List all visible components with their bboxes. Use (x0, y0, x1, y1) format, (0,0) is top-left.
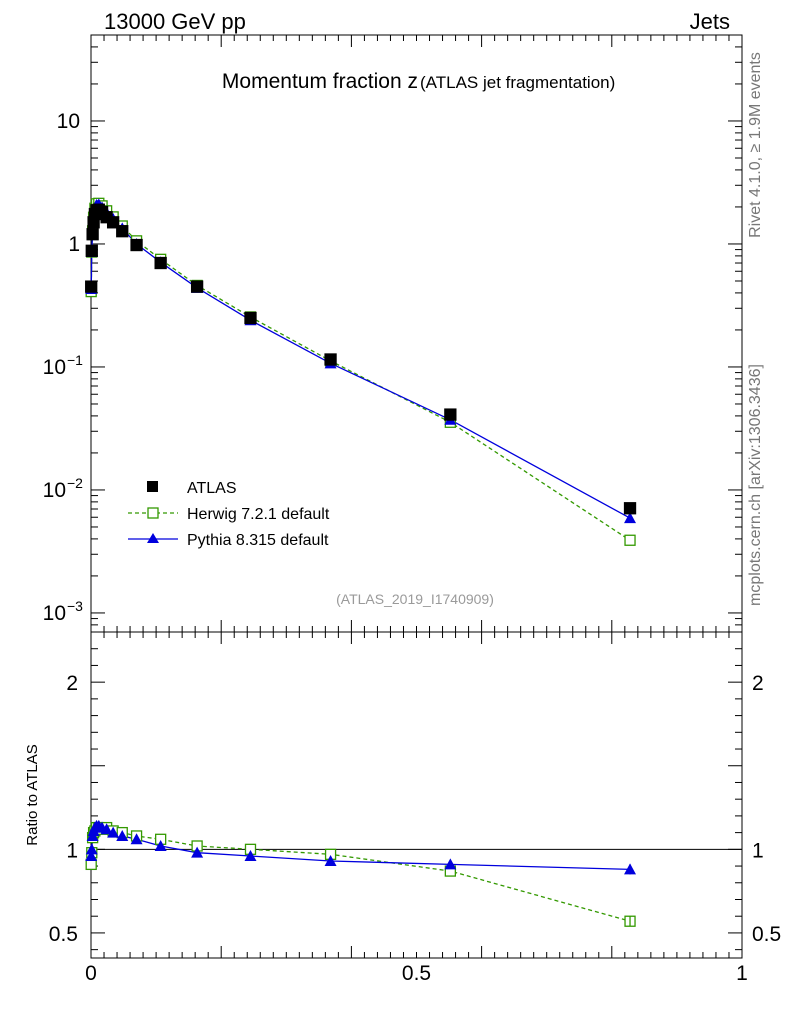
pythia-ratio-point (100, 823, 113, 835)
ratio-y-tick-label: 0.5 (49, 923, 78, 946)
y-tick-label: 10 (43, 356, 66, 379)
energy-label: 13000 GeV pp (104, 9, 246, 34)
pythia-ratio-point (85, 843, 98, 855)
x-tick-label: 1 (736, 962, 748, 985)
atlas-point (244, 311, 257, 325)
herwig-point (624, 534, 636, 546)
mcplots-label: mcplots.cern.ch [arXiv:1306.3436] (747, 364, 764, 606)
ratio-panel-frame (90, 631, 743, 959)
pythia-ratio-point (107, 826, 120, 838)
pythia-ratio-point (191, 846, 204, 858)
pythia-ratio-point (130, 833, 143, 845)
herwig-line (90, 202, 631, 541)
axis-ticks (90, 34, 743, 958)
ratio-y-tick-label: 2 (66, 672, 78, 695)
atlas-point (444, 408, 457, 421)
y-tick-label: 10 (43, 479, 66, 502)
y-tick-label: 10 (43, 602, 66, 625)
atlas-point (130, 238, 143, 252)
legend: ATLAS Herwig 7.2.1 default Pythia 8.315 … (128, 480, 330, 549)
legend-label-pythia: Pythia 8.315 default (187, 532, 329, 549)
y-tick-label-exponent: −3 (67, 598, 83, 614)
atlas-point (154, 256, 167, 270)
legend-marker-pythia (147, 533, 159, 543)
pythia-ratio-point (85, 850, 98, 862)
rivet-version-label: Rivet 4.1.0, ≥ 1.9M events (747, 52, 764, 238)
pythia-ratio-line (90, 825, 631, 871)
ratio-ylabel: Ratio to ATLAS (24, 744, 41, 845)
y-tick-label: 1 (68, 233, 80, 256)
analysis-label: (ATLAS_2019_I1740909) (336, 591, 494, 607)
ratio-y-tick-label-right: 2 (752, 672, 764, 695)
legend-marker-herwig (147, 507, 159, 519)
atlas-point (85, 244, 98, 257)
x-tick-label: 0 (85, 962, 97, 985)
pythia-line (90, 203, 631, 519)
atlas-point (623, 502, 637, 515)
chart-title: Momentum fraction z (222, 70, 418, 93)
atlas-point (324, 353, 337, 366)
legend-label-atlas: ATLAS (187, 480, 237, 497)
pythia-ratio-point (116, 829, 129, 841)
atlas-point (86, 228, 99, 241)
pythia-ratio-point (244, 850, 257, 862)
legend-label-herwig: Herwig 7.2.1 default (187, 506, 330, 523)
ratio-y-tick-label-right: 1 (752, 839, 764, 862)
pythia-point (624, 512, 637, 524)
pythia-ratio-point (444, 858, 457, 870)
pythia-ratio-point (154, 839, 167, 851)
chart-title-suffix: (ATLAS jet fragmentation) (420, 73, 615, 92)
y-tick-label: 10 (57, 110, 80, 133)
herwig-ratio-line (90, 826, 631, 922)
x-tick-label: 0.5 (402, 962, 431, 985)
atlas-point (85, 280, 98, 293)
atlas-point (106, 216, 120, 229)
atlas-point (116, 225, 129, 238)
ratio-y-tick-label-right: 0.5 (752, 923, 781, 946)
y-tick-label-exponent: −2 (67, 475, 83, 491)
pythia-ratio-point (324, 855, 337, 867)
legend-marker-atlas (147, 481, 158, 492)
y-tick-label-exponent: −1 (67, 352, 83, 368)
series-group (85, 197, 637, 927)
process-label: Jets (690, 9, 730, 34)
ratio-y-tick-label: 1 (66, 839, 78, 862)
atlas-point (190, 280, 204, 293)
